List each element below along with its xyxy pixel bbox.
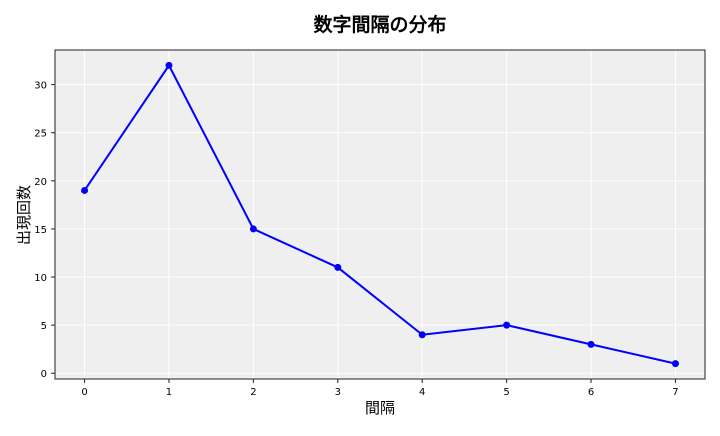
x-tick-label: 5: [503, 387, 509, 398]
plot-frame: [54, 49, 706, 380]
data-point: [503, 321, 511, 329]
x-axis-label: 間隔: [365, 399, 395, 417]
y-tick-label: 5: [41, 321, 47, 332]
grid: [55, 50, 705, 379]
data-point: [587, 340, 595, 348]
y-tick-label: 10: [34, 273, 47, 284]
x-tick-label: 7: [672, 387, 678, 398]
y-tick-label: 0: [41, 369, 47, 380]
x-tick-label: 2: [250, 387, 256, 398]
ticks: 0 1 2 3 4 5 6 7 0 5 10 15 20 25 30: [34, 81, 678, 398]
x-tick-label: 1: [166, 387, 172, 398]
y-tick-label: 25: [34, 129, 47, 140]
y-tick-label: 20: [34, 177, 47, 188]
data-point: [249, 225, 257, 233]
x-tick-label: 4: [419, 387, 425, 398]
x-tick-label: 3: [335, 387, 341, 398]
data-point: [671, 360, 679, 368]
data-point: [418, 331, 426, 339]
y-tick-label: 30: [34, 81, 47, 92]
data-point: [81, 186, 89, 194]
y-axis-label: 出現回数: [15, 185, 33, 245]
series-line: [83, 63, 676, 365]
chart-title: 数字間隔の分布: [313, 13, 446, 36]
plot-area: [55, 50, 705, 379]
data-point: [165, 61, 173, 69]
x-tick-label: 0: [81, 387, 87, 398]
data-point: [334, 263, 342, 271]
x-tick-label: 6: [588, 387, 594, 398]
y-tick-label: 15: [34, 225, 47, 236]
series: [81, 61, 679, 368]
